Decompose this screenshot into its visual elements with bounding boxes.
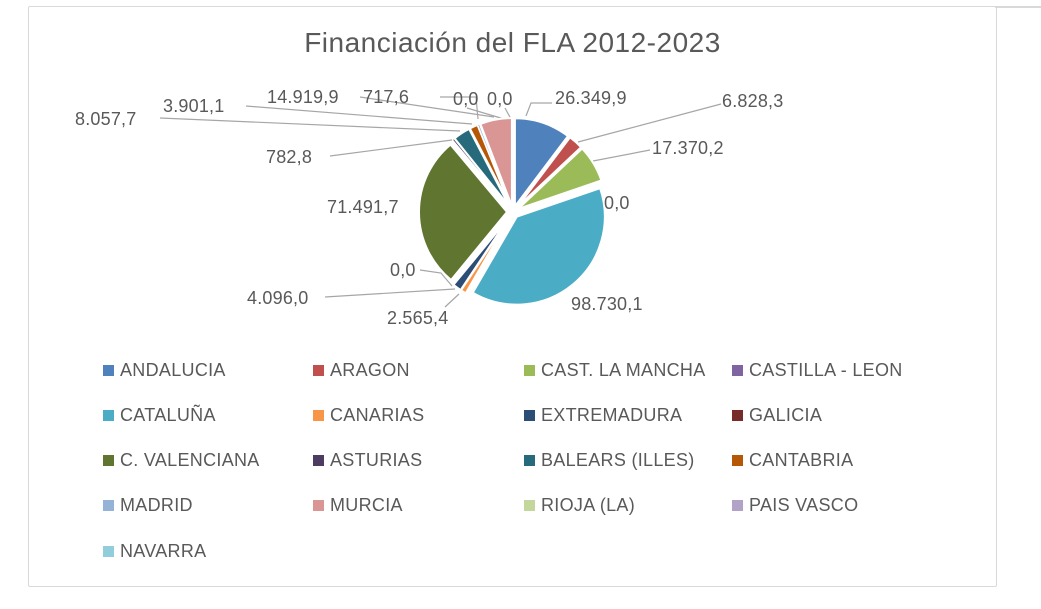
legend-label: MADRID bbox=[120, 494, 193, 515]
legend-label: CATALUÑA bbox=[120, 404, 216, 425]
leader-line-aragon bbox=[577, 103, 722, 143]
legend-item-aragon[interactable]: ARAGON bbox=[313, 360, 410, 380]
legend-label: CANTABRIA bbox=[749, 449, 854, 470]
legend-label: CASTILLA - LEON bbox=[749, 359, 903, 380]
data-label-aragon: 6.828,3 bbox=[722, 91, 784, 111]
data-label-murcia: 14.919,9 bbox=[267, 87, 339, 107]
data-label-rioja-la: 0,0 bbox=[453, 89, 479, 109]
legend-item-asturias[interactable]: ASTURIAS bbox=[313, 450, 422, 470]
legend-swatch-cast-la-mancha bbox=[524, 364, 535, 376]
legend-swatch-rioja-la bbox=[524, 499, 535, 511]
legend-swatch-galicia bbox=[732, 409, 743, 421]
data-label-cataluña: 98.730,1 bbox=[571, 294, 643, 314]
legend-swatch-balears-illes bbox=[524, 454, 535, 466]
leader-line-murcia bbox=[359, 96, 495, 118]
legend-swatch-asturias bbox=[313, 454, 324, 466]
legend-label: ASTURIAS bbox=[330, 449, 423, 470]
legend-label: RIOJA (LA) bbox=[541, 494, 636, 515]
legend-swatch-extremadura bbox=[524, 409, 535, 421]
legend-label: NAVARRA bbox=[120, 540, 207, 561]
legend-item-extremadura[interactable]: EXTREMADURA bbox=[524, 405, 682, 425]
legend-item-galicia[interactable]: GALICIA bbox=[732, 405, 822, 425]
leader-line-cantabria bbox=[245, 105, 473, 125]
leader-line-balears-illes bbox=[159, 117, 461, 132]
legend-label: EXTREMADURA bbox=[541, 404, 683, 425]
legend-label: GALICIA bbox=[749, 404, 823, 425]
legend-swatch-pais-vasco bbox=[732, 499, 743, 511]
pie-slice-cataluña[interactable] bbox=[471, 187, 606, 306]
data-label-cantabria: 3.901,1 bbox=[163, 96, 225, 116]
legend-item-rioja-la[interactable]: RIOJA (LA) bbox=[524, 495, 635, 515]
legend-label: C. VALENCIANA bbox=[120, 449, 260, 470]
legend-item-cast-la-mancha[interactable]: CAST. LA MANCHA bbox=[524, 360, 706, 380]
pie-slice-extremadura[interactable] bbox=[452, 215, 511, 292]
data-label-andalucia: 26.349,9 bbox=[555, 88, 627, 108]
legend-label: ARAGON bbox=[330, 359, 410, 380]
legend-item-andalucia[interactable]: ANDALUCIA bbox=[103, 360, 226, 380]
legend-label: CANARIAS bbox=[330, 404, 425, 425]
legend-swatch-cataluña bbox=[103, 409, 114, 421]
pie-slice-murcia[interactable] bbox=[479, 117, 513, 208]
legend-swatch-andalucia bbox=[103, 364, 114, 376]
legend-label: ANDALUCIA bbox=[120, 359, 226, 380]
legend-item-c-valenciana[interactable]: C. VALENCIANA bbox=[103, 450, 260, 470]
legend-item-balears-illes[interactable]: BALEARS (ILLES) bbox=[524, 450, 695, 470]
pie-slice-cast-la-mancha[interactable] bbox=[517, 147, 603, 210]
pie-slice-madrid[interactable] bbox=[477, 123, 512, 207]
chart-title: Financiación del FLA 2012-2023 bbox=[304, 27, 721, 58]
leader-line-asturias bbox=[329, 139, 453, 157]
legend-swatch-aragon bbox=[313, 364, 324, 376]
data-label-castilla-leon: 0,0 bbox=[604, 193, 630, 213]
legend-item-castilla-leon[interactable]: CASTILLA - LEON bbox=[732, 360, 903, 380]
legend-item-cantabria[interactable]: CANTABRIA bbox=[732, 450, 853, 470]
leader-line-canarias bbox=[444, 293, 460, 308]
data-label-extremadura: 4.096,0 bbox=[247, 288, 309, 308]
legend-swatch-madrid bbox=[103, 499, 114, 511]
data-label-cast-la-mancha: 17.370,2 bbox=[652, 138, 724, 158]
data-label-galicia: 0,0 bbox=[390, 260, 416, 280]
legend-item-pais-vasco[interactable]: PAIS VASCO bbox=[732, 495, 858, 515]
legend-label: MURCIA bbox=[330, 494, 403, 515]
pie-slice-andalucia[interactable] bbox=[513, 117, 569, 208]
legend-label: CAST. LA MANCHA bbox=[541, 359, 706, 380]
leader-line-rioja-la bbox=[466, 107, 505, 120]
leader-line-galicia bbox=[419, 269, 453, 287]
legend-item-cataluña[interactable]: CATALUÑA bbox=[103, 405, 216, 425]
legend-label: PAIS VASCO bbox=[749, 494, 859, 515]
legend-swatch-canarias bbox=[313, 409, 324, 421]
page-edge-line bbox=[995, 6, 1041, 8]
legend-swatch-murcia bbox=[313, 499, 324, 511]
data-label-asturias: 782,8 bbox=[266, 147, 313, 167]
legend-swatch-castilla-leon bbox=[732, 364, 743, 376]
legend-item-navarra[interactable]: NAVARRA bbox=[103, 541, 206, 561]
pie-slice-aragon[interactable] bbox=[516, 136, 583, 209]
leader-line-extremadura bbox=[324, 288, 456, 298]
legend-swatch-c-valenciana bbox=[103, 454, 114, 466]
leader-line-andalucia bbox=[525, 102, 552, 117]
legend-label: BALEARS (ILLES) bbox=[541, 449, 695, 470]
leader-line-cast-la-mancha bbox=[592, 149, 651, 162]
legend-item-murcia[interactable]: MURCIA bbox=[313, 495, 403, 515]
data-label-c-valenciana: 71.491,7 bbox=[327, 197, 399, 217]
data-label-madrid: 717,6 bbox=[363, 87, 410, 107]
data-label-balears-illes: 8.057,7 bbox=[75, 109, 137, 129]
legend-item-canarias[interactable]: CANARIAS bbox=[313, 405, 424, 425]
legend-swatch-cantabria bbox=[732, 454, 743, 466]
data-label-canarias: 2.565,4 bbox=[387, 308, 449, 328]
legend-item-madrid[interactable]: MADRID bbox=[103, 495, 193, 515]
legend-swatch-navarra bbox=[103, 545, 114, 557]
data-label-pais-vasco: 0,0 bbox=[487, 89, 513, 109]
pie-slice-c-valenciana[interactable] bbox=[418, 143, 508, 281]
